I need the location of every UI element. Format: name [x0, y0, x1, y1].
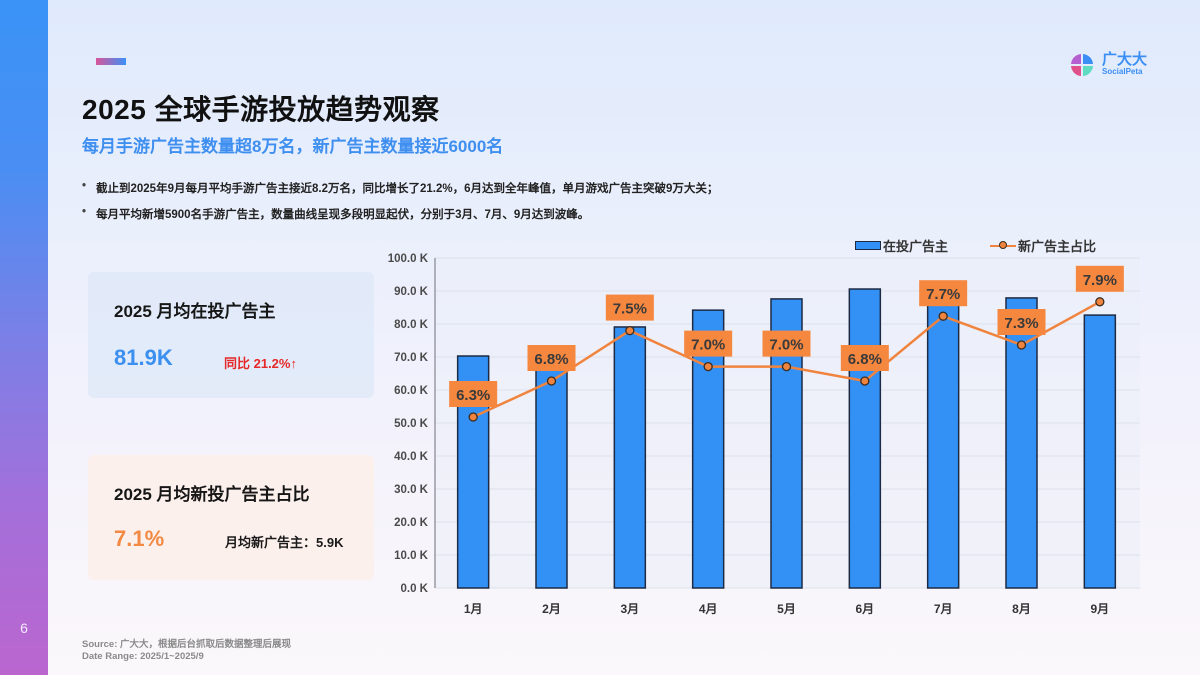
- data-label: 6.8%: [848, 351, 882, 368]
- page-number: 6: [20, 620, 28, 636]
- x-tick-label: 8月: [1012, 602, 1031, 616]
- combo-chart: 0.0 K 10.0 K 20.0 K 30.0 K 40.0 K 50.0 K 60.0 …: [360, 248, 1160, 628]
- page-subtitle: 每月手游广告主数量超8万名，新广告主数量接近6000名: [82, 137, 504, 156]
- data-label-box: [605, 294, 654, 321]
- line-point: [625, 325, 635, 336]
- monthly-new-advertisers: 月均新广告主：5.9K: [225, 535, 344, 550]
- line-point: [781, 361, 792, 372]
- line-point: [468, 412, 478, 422]
- legend-bar-swatch-icon: [855, 241, 881, 250]
- x-tick-label: 9月: [1090, 602, 1109, 616]
- line-point: [546, 376, 557, 386]
- y-tick-label: 0.0 K: [401, 583, 429, 595]
- y-tick-label: 40.0 K: [394, 451, 429, 463]
- logo-text-cn: 广大大: [1102, 51, 1148, 68]
- data-label-box: [762, 330, 811, 357]
- new-advertisers-card: 2025 月均新投广告主占比 7.1% 月均新广告主：5.9K: [88, 455, 374, 580]
- bar-2月: [535, 362, 568, 589]
- bullet-item: • 每月平均新增5900名手游广告主，数量曲线呈现多段明显起伏，分别于3月、7月、…: [82, 206, 590, 221]
- legend-line-swatch-icon: [990, 240, 1017, 249]
- y-tick-label: 60.0 K: [394, 385, 429, 397]
- data-label-box: [527, 345, 576, 371]
- y-tick-label: 70.0 K: [394, 352, 429, 364]
- bar-3月: [613, 326, 647, 589]
- card-value: 81.9K: [114, 345, 173, 370]
- line-point: [860, 376, 870, 386]
- y-tick-label: 80.0 K: [394, 319, 429, 331]
- y-tick-label: 50.0 K: [394, 418, 429, 430]
- data-label: 6.8%: [534, 351, 568, 368]
- x-tick-label: 6月: [855, 602, 874, 616]
- data-label: 7.3%: [1004, 315, 1038, 332]
- page-title: 2025 全球手游投放趋势观察: [82, 94, 440, 125]
- card-value: 7.1%: [114, 526, 165, 551]
- sidebar-strip: 6: [0, 0, 48, 675]
- bullet-item: • 截止到2025年9月每月平均手游广告主接近8.2万名，同比增长了21.2%，6…: [82, 180, 719, 195]
- data-label-box: [840, 345, 889, 371]
- y-tick-label: 10.0 K: [394, 550, 429, 562]
- footer-source: Source: 广大大，根据后台抓取后数据整理后展现 Date Range: 2…: [82, 639, 291, 663]
- chart-legend: 在投广告主 新广告主占比: [855, 236, 1096, 255]
- x-tick-label: 1月: [464, 602, 483, 616]
- brand-logo: 广大大 SocialPeta: [1070, 52, 1147, 77]
- data-label-box: [997, 309, 1046, 335]
- x-tick-label: 3月: [620, 602, 639, 616]
- y-tick-label: 100.0 K: [388, 253, 429, 265]
- socialpeta-logo-icon: [1070, 53, 1094, 77]
- active-advertisers-card: 2025 月均在投广告主 81.9K 同比 21.2%↑: [88, 272, 374, 398]
- logo-text-en: SocialPeta: [1102, 67, 1143, 76]
- data-label-box: [684, 330, 733, 357]
- card-title: 2025 月均在投广告主: [114, 302, 276, 321]
- x-tick-label: 4月: [699, 602, 718, 616]
- bullet-list: • 截止到2025年9月每月平均手游广告主接近8.2万名，同比增长了21.2%，6…: [82, 180, 718, 232]
- legend-label-bar: 在投广告主: [883, 239, 949, 254]
- card-title: 2025 月均新投广告主占比: [114, 485, 310, 504]
- data-label-box: [449, 381, 498, 407]
- x-tick-label: 2月: [542, 602, 561, 616]
- data-label-box: [919, 280, 968, 307]
- y-tick-label: 30.0 K: [394, 484, 429, 496]
- line-point: [938, 311, 948, 321]
- y-tick-label: 20.0 K: [394, 517, 429, 529]
- line-point: [703, 361, 713, 372]
- data-label: 7.0%: [769, 337, 803, 354]
- data-label: 7.5%: [613, 301, 647, 318]
- x-tick-label: 5月: [777, 602, 796, 616]
- yoy-growth: 同比 21.2%↑: [224, 356, 297, 371]
- data-label-box: [1075, 265, 1124, 292]
- bar-9月: [1083, 314, 1117, 589]
- data-label: 7.7%: [926, 286, 960, 303]
- data-label: 7.0%: [691, 337, 725, 354]
- chart-canvas: 0.0 K 10.0 K 20.0 K 30.0 K 40.0 K 50.0 K 60.0 …: [388, 253, 1140, 616]
- bar-7月: [926, 300, 960, 589]
- line-point: [1095, 297, 1105, 307]
- title-accent-bar: [96, 58, 126, 65]
- source-text: Source: 广大大，根据后台抓取后数据整理后展现: [82, 639, 292, 650]
- line-point: [1016, 340, 1027, 350]
- bar-6月: [848, 288, 882, 589]
- y-tick-label: 90.0 K: [394, 286, 429, 298]
- legend-label-line: 新广告主占比: [1018, 239, 1097, 254]
- data-label: 7.9%: [1083, 272, 1117, 289]
- data-label: 6.3%: [456, 387, 490, 404]
- x-tick-label: 7月: [934, 602, 953, 616]
- date-range-text: Date Range: 2025/1~2025/9: [82, 651, 204, 662]
